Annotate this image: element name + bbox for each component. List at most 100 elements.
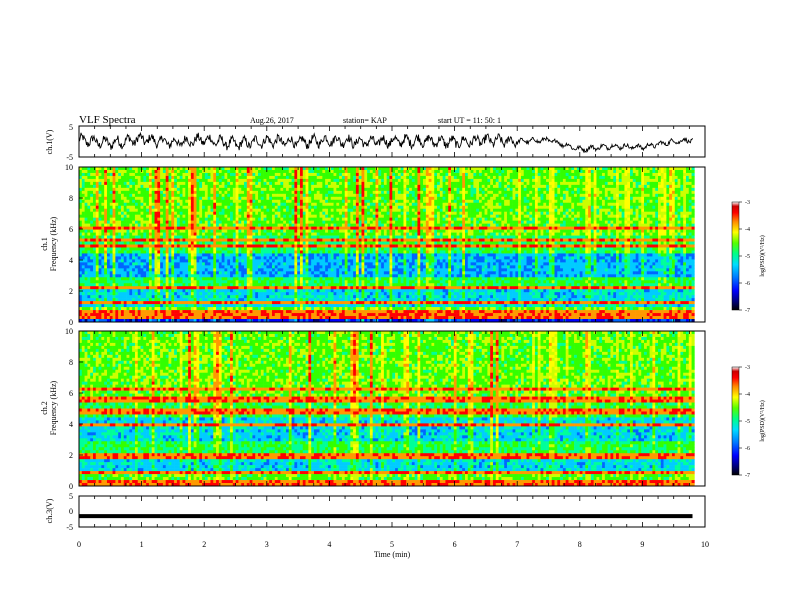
spectrogram-cell <box>224 208 228 213</box>
spectrogram-cell <box>691 205 695 210</box>
spectrogram-cell <box>599 172 603 177</box>
spectrogram-cell <box>562 175 566 180</box>
spectrogram-cell <box>361 169 365 174</box>
spectrogram-cell <box>302 199 306 204</box>
spectrogram-cell <box>381 172 385 177</box>
spectrogram-cell <box>565 181 569 186</box>
spectrogram-cell <box>644 193 648 198</box>
spectrogram-cell <box>434 196 438 201</box>
spectrogram-cell <box>425 175 429 180</box>
spectrogram-cell <box>218 229 222 233</box>
spectrogram-cell <box>288 226 292 230</box>
spectrogram-cell <box>109 214 113 218</box>
spectrogram-cell <box>571 220 575 224</box>
spectrogram-cell <box>336 229 340 233</box>
spectrogram-cell <box>381 232 385 236</box>
spectrogram-cell <box>179 208 183 213</box>
spectrogram-cell <box>534 169 539 174</box>
spectrogram-cell <box>526 175 530 180</box>
spectrogram-cell <box>523 220 527 224</box>
spectrogram-cell <box>409 169 413 174</box>
spectrogram-cell <box>302 229 306 233</box>
spectrogram-cell <box>487 196 491 201</box>
spectrogram-cell <box>685 196 690 201</box>
spectrogram-cell <box>98 226 102 230</box>
spectrogram-cell <box>688 167 692 171</box>
spectrogram-cell <box>185 202 189 207</box>
spectrogram-cell <box>512 199 516 204</box>
spectrogram-cell <box>132 172 136 177</box>
spectrogram-cell <box>437 232 441 236</box>
spectrogram-cell <box>305 229 309 233</box>
spectrogram-cell <box>526 181 530 186</box>
spectrogram-cell <box>174 223 178 227</box>
spectrogram-cell <box>90 202 94 207</box>
spectrogram-cell <box>518 223 522 227</box>
spectrogram-cell <box>478 229 483 233</box>
spectrogram-cell <box>327 208 332 213</box>
spectrogram-cell <box>568 193 572 198</box>
spectrogram-cell <box>350 181 354 186</box>
spectrogram-cell <box>336 175 340 180</box>
spectrogram-cell <box>311 172 315 177</box>
spectrogram-cell <box>249 205 253 210</box>
spectrogram-cell <box>221 172 225 177</box>
spectrogram-cell <box>364 172 368 177</box>
spectrogram-cell <box>554 202 558 207</box>
start-time-label: start UT = 11: 50: 1 <box>438 116 501 125</box>
spectrogram-cell <box>90 199 94 204</box>
spectrogram-cell <box>204 178 208 183</box>
spectrogram-cell <box>616 178 620 183</box>
spectrogram-cell <box>392 196 396 201</box>
spectrogram-cell <box>182 214 186 218</box>
spectrogram-cell <box>221 226 225 230</box>
spectrogram-cell <box>490 226 494 230</box>
spectrogram-cell <box>81 167 85 171</box>
spectrogram-cell <box>283 181 287 186</box>
spectrogram-cell <box>411 223 415 227</box>
spectrogram-cell <box>618 217 622 221</box>
spectrogram-cell <box>364 229 368 233</box>
spectrogram-cell <box>630 199 634 204</box>
spectrogram-cell <box>123 232 127 236</box>
spectrogram-cell <box>383 229 387 233</box>
spectrogram-cell <box>160 205 164 210</box>
spectrogram-cell <box>627 193 631 198</box>
spectrogram-cell <box>543 167 547 171</box>
spectrogram-cell <box>437 175 441 180</box>
spectrogram-cell <box>151 232 155 236</box>
spectrogram-cell <box>409 181 413 186</box>
spectrogram-cell <box>445 193 449 198</box>
spectrogram-cell <box>260 184 264 189</box>
spectrogram-cell <box>529 202 533 207</box>
spectrogram-cell <box>560 202 564 207</box>
spectrogram-cell <box>414 208 418 213</box>
spectrogram-cell <box>216 193 220 198</box>
spectrogram-cell <box>509 172 513 177</box>
spectrogram-cell <box>106 202 111 207</box>
spectrogram-cell <box>294 169 298 174</box>
spectrogram-cell <box>456 172 460 177</box>
spectrogram-cell <box>207 217 211 221</box>
spectrogram-cell <box>188 214 192 218</box>
spectrogram-cell <box>666 199 670 204</box>
spectrogram-cell <box>652 229 656 233</box>
spectrogram-cell <box>504 169 508 174</box>
spectrogram-cell <box>327 187 332 192</box>
spectrogram-cell <box>339 220 343 224</box>
spectrogram-cell <box>322 220 326 224</box>
spectrogram-cell <box>90 196 94 201</box>
spectrogram-cell <box>526 202 530 207</box>
spectrogram-cell <box>291 217 295 221</box>
spectrogram-cell <box>269 199 273 204</box>
spectrogram-cell <box>378 205 382 210</box>
spectrogram-cell <box>487 178 491 183</box>
spectrogram-cell <box>118 205 122 210</box>
spectrogram-cell <box>174 193 178 198</box>
spectrogram-cell <box>123 193 127 198</box>
spectrogram-cell <box>101 214 105 218</box>
spectrogram-cell <box>392 167 396 171</box>
spectrogram-cell <box>339 181 343 186</box>
spectrogram-cell <box>266 214 270 218</box>
spectrogram-cell <box>176 167 180 171</box>
